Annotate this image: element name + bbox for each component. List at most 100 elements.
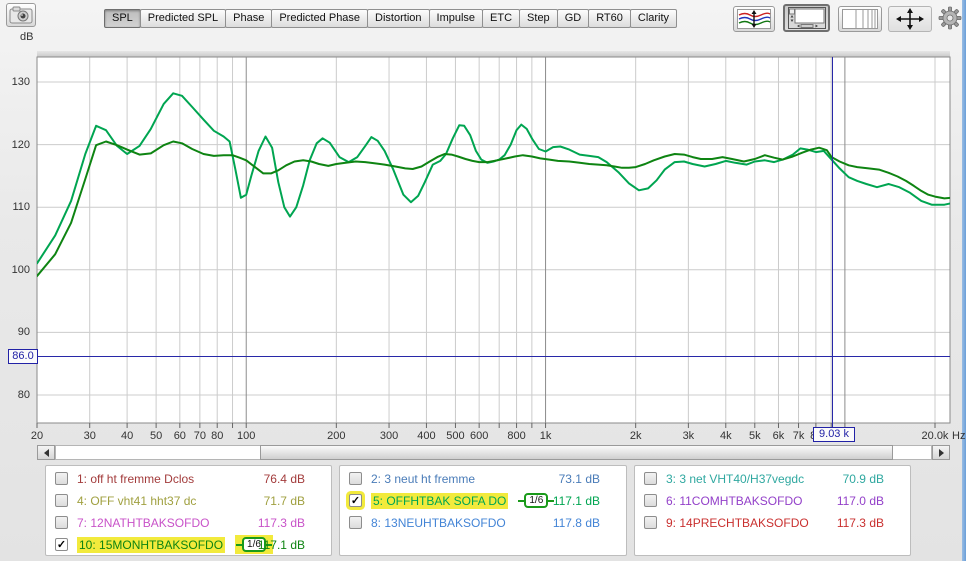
scroll-view-button[interactable] [783,4,830,32]
x-tick-label: 70 [193,430,206,442]
y-tick-label: 130 [11,76,30,88]
legend-checkbox-2[interactable] [349,472,362,485]
tab-clarity[interactable]: Clarity [629,9,678,28]
legend-row-1: 1: off ht fremme Dclos 76.4 dB [46,468,331,489]
x-tick-label: 400 [417,430,436,442]
smoothing-badge-wrap: 1/6 [235,535,273,554]
legend-row-9: 9: 14PRECHTBAKSOFDO 117.3 dB [635,512,910,533]
legend-level-value: 117.3 dB [257,515,305,530]
legend-label[interactable]: 2: 3 neut ht fremme [371,471,476,486]
x-tick-label: 800 [507,430,526,442]
legend-label[interactable]: 4: OFF vht41 hht37 dc [77,493,197,508]
smoothing-badge-wrap: 1/6 [518,493,555,508]
legend-panel-3: 3: 3 net VHT40/H37vegdc 70.9 dB 6: 11COMHT… [634,465,911,556]
x-tick-label: 80 [211,430,224,442]
scroll-right-button[interactable] [932,445,950,460]
legend-row-2: 2: 3 neut ht fremme 73.1 dB [340,468,626,489]
x-tick-label: 30 [83,430,96,442]
legend-checkbox-8[interactable] [349,516,362,529]
y-tick-label: 80 [17,389,30,401]
legend-checkbox-1[interactable] [55,472,68,485]
legend-row-10: ✓ 10: 15MONHTBAKSOFDO 1/6 117.1 dB [46,534,331,555]
legend-level-value: 117.8 dB [552,515,600,530]
legend-row-3: 3: 3 net VHT40/H37vegdc 70.9 dB [635,468,910,489]
y-tick-label: 100 [11,263,30,276]
frequency-scrollbar[interactable] [37,444,950,461]
badge-dash [265,543,272,546]
y-tick-label: 110 [12,201,30,214]
scroll-view-icon [787,7,826,29]
tab-step[interactable]: Step [519,9,558,28]
legend-level-value: 73.1 dB [558,471,600,486]
legend-level-value: 70.9 dB [842,471,884,486]
legend-checkbox-9[interactable] [644,516,657,529]
legend-label[interactable]: 10: 15MONHTBAKSOFDO [77,536,226,553]
level-cursor-value[interactable]: 86.0 [8,349,38,364]
x-tick-label: 100 [237,430,256,442]
legend-checkbox-3[interactable] [644,472,657,485]
legend-row-5: ✓ 5: OFFHTBAK SOFA DO 1/6 117.1 dB [340,490,626,511]
tab-phase[interactable]: Phase [225,9,273,28]
x-tick-label: 50 [149,430,163,442]
smoothing-badge[interactable]: 1/6 [242,537,266,552]
overlays-traces-button[interactable] [733,6,775,32]
settings-gear-button[interactable] [936,4,963,31]
level-cursor-line[interactable] [38,356,950,357]
legend-label[interactable]: 9: 14PRECHTBAKSOFDO [666,515,809,530]
tab-spl[interactable]: SPL [104,9,141,28]
legend-label[interactable]: 7: 12NATHTBAKSOFDO [77,515,210,530]
trace-15monhtbaksofdo [37,140,950,278]
legend-row-6: 6: 11COMHTBAKSOFDO 117.0 dB [635,490,910,511]
legend-row-4: 4: OFF vht41 hht37 dc 71.7 dB [46,490,331,511]
legend-label[interactable]: 8: 13NEUHTBAKSOFDO [371,515,506,530]
legend-row-8: 8: 13NEUHTBAKSOFDO 117.8 dB [340,512,626,533]
capture-measurement-button[interactable] [6,3,36,27]
tab-impulse[interactable]: Impulse [428,9,484,28]
legend-row-7: 7: 12NATHTBAKSOFDO 117.3 dB [46,512,331,533]
window-edge-strip [962,0,966,561]
x-tick-label: 500 [446,430,465,442]
legend-checkbox-10[interactable]: ✓ [55,538,68,551]
legend-label[interactable]: 1: off ht fremme Dclos [77,471,195,486]
legend-level-value: 71.7 dB [263,493,305,508]
right-arrow-icon [938,448,948,457]
legend-checkbox-7[interactable] [55,516,68,529]
frequency-cursor-line[interactable] [832,57,833,428]
legend-checkbox-4[interactable] [55,494,68,507]
scroll-left-button[interactable] [37,445,55,460]
x-tick-label: 2k [629,430,642,442]
x-tick-label: 200 [327,430,346,442]
legend-level-value: 117.1 dB [257,537,305,552]
spl-chart[interactable] [0,0,966,462]
x-tick-label: 60 [173,430,186,442]
legend-label[interactable]: 5: OFFHTBAK SOFA DO [371,492,509,509]
left-arrow-icon [40,448,49,457]
legend-label[interactable]: 3: 3 net VHT40/H37vegdc [666,471,805,486]
x-tick-label: 40 [120,430,134,442]
y-tick-label: 90 [17,326,30,339]
gear-icon [938,6,961,29]
x-tick-label: 5k [748,430,761,442]
legend-label[interactable]: 6: 11COMHTBAKSOFDO [666,493,803,508]
legend-checkbox-6[interactable] [644,494,657,507]
x-tick-label: 600 [469,430,489,442]
frequency-cursor-value[interactable]: 9.03 k [813,427,855,442]
x-tick-label: 7k [792,430,805,442]
frequency-bands-button[interactable] [838,6,882,32]
scrollbar-thumb[interactable] [260,445,893,460]
tab-distortion[interactable]: Distortion [367,9,430,28]
plot-top-bevel [37,51,950,57]
x-tick-label: 1k [539,430,552,442]
tab-predicted-spl[interactable]: Predicted SPL [139,9,227,28]
x-tick-label: 20.0k [921,430,949,442]
x-tick-label: 20 [30,430,44,442]
legend-checkbox-5[interactable]: ✓ [349,494,362,507]
y-axis-unit: dB [20,31,34,43]
legend-panel-1: 1: off ht fremme Dclos 76.4 dB 4: OFF vht4… [45,465,332,556]
tab-predicted-phase[interactable]: Predicted Phase [271,9,369,28]
graph-tabs: SPL Predicted SPL Phase Predicted Phase Dist… [104,9,678,28]
smoothing-badge[interactable]: 1/6 [524,493,549,508]
pan-move-button[interactable] [888,6,932,32]
tab-rt60[interactable]: RT60 [588,9,631,28]
legend-level-value: 117.1 dB [552,493,600,508]
